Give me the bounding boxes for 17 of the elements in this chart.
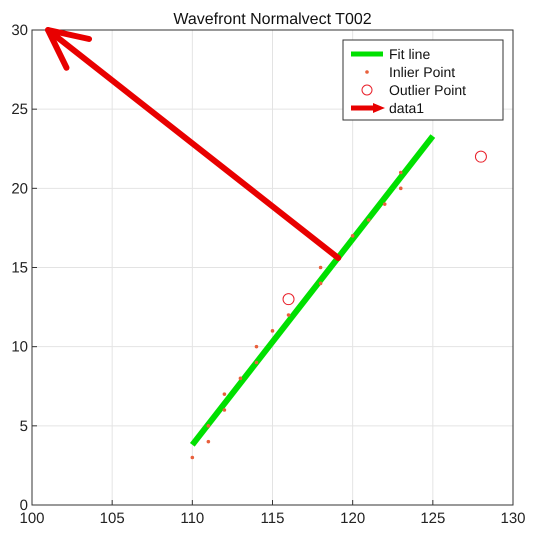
y-tick-label: 20: [11, 180, 28, 198]
x-tick-label: 125: [420, 510, 446, 527]
chart-title: Wavefront Normalvect T002: [173, 11, 372, 28]
y-tick-label: 15: [11, 260, 28, 276]
y-tick-label: 25: [11, 101, 28, 118]
x-tick-label: 120: [340, 510, 366, 527]
x-tick-label: 110: [180, 510, 204, 527]
legend-label: Inlier Point: [389, 64, 456, 80]
legend-label: Outlier Point: [389, 82, 466, 98]
y-tick-label: 5: [20, 418, 28, 435]
legend-label: Fit line: [389, 46, 430, 62]
legend-label: data1: [389, 100, 424, 116]
x-tick-label: 130: [500, 510, 526, 527]
y-tick-label: 30: [11, 22, 28, 39]
x-tick-label: 105: [100, 510, 125, 527]
y-tick-label: 10: [11, 338, 28, 356]
x-tick-label: 115: [260, 510, 284, 527]
